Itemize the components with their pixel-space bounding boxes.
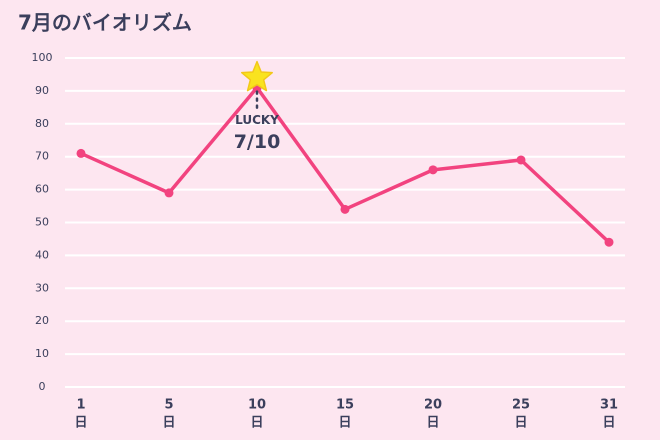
x-tick-label: 25 <box>512 398 530 413</box>
point <box>340 204 350 214</box>
x-unit-label: 日 <box>426 416 439 431</box>
x-tick-label: 31 <box>600 398 618 413</box>
annotation-date: 7/10 <box>234 131 281 153</box>
y-tick-label: 40 <box>35 248 49 261</box>
line <box>80 85 611 244</box>
chart-title: 7月のバイオリズム <box>18 11 192 35</box>
y-tick-label: 50 <box>35 216 49 229</box>
y-tick-label: 60 <box>35 183 49 196</box>
y-tick-label: 30 <box>35 281 49 294</box>
y-tick-label: 80 <box>35 117 49 130</box>
y-tick-label: 70 <box>35 150 49 163</box>
y-tick-label: 100 <box>32 51 53 64</box>
x-unit-label: 日 <box>602 416 615 431</box>
y-tick-label: 90 <box>35 84 49 97</box>
point <box>428 165 438 175</box>
lucky-star <box>241 60 273 92</box>
point <box>516 155 526 165</box>
point <box>604 237 614 247</box>
x-tick-label: 15 <box>336 398 354 413</box>
y-tick-label: 20 <box>35 314 49 327</box>
x-unit-label: 日 <box>250 416 263 431</box>
x-tick-label: 20 <box>424 398 442 413</box>
point <box>76 148 86 158</box>
y-tick-label: 10 <box>35 347 49 360</box>
y-tick-label: 0 <box>39 380 46 393</box>
x-unit-label: 日 <box>162 416 175 431</box>
x-unit-label: 日 <box>74 416 87 431</box>
annotation-label: LUCKY <box>235 113 279 127</box>
x-tick-label: 1 <box>76 398 85 413</box>
point <box>164 188 174 198</box>
x-unit-label: 日 <box>514 416 527 431</box>
x-tick-label: 5 <box>164 398 173 413</box>
x-unit-label: 日 <box>338 416 351 431</box>
x-tick-label: 10 <box>248 398 266 413</box>
